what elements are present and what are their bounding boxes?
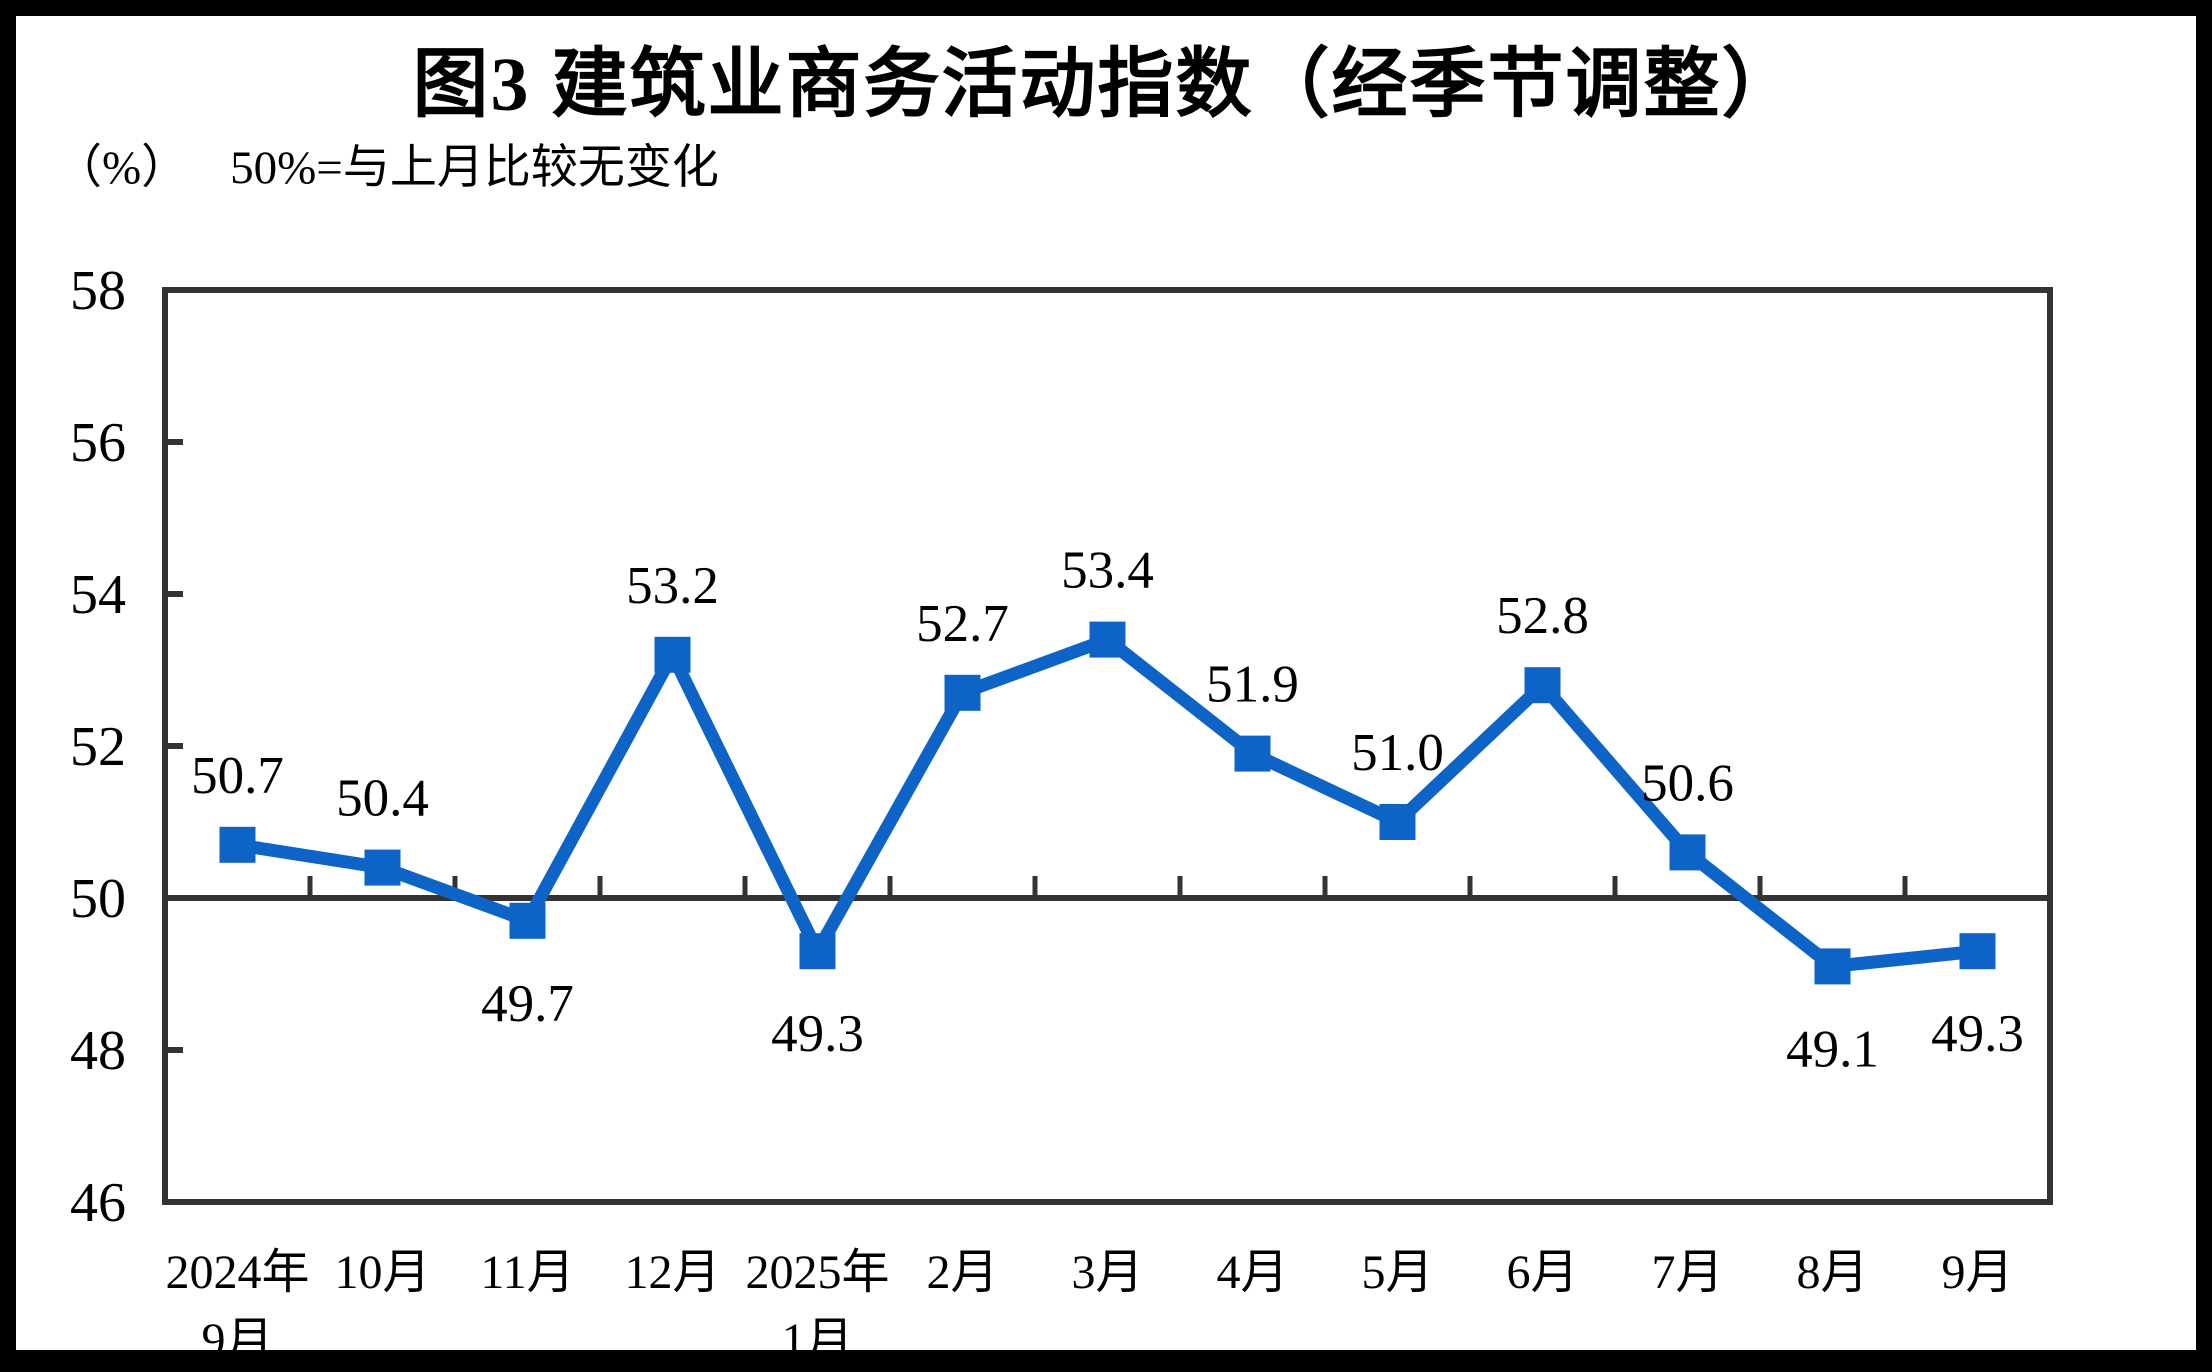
data-label: 50.7 bbox=[191, 747, 284, 805]
data-point-marker bbox=[944, 674, 981, 711]
plot-border bbox=[162, 287, 2053, 1205]
x-tick-label: 5月 bbox=[1361, 1246, 1433, 1299]
chart-title: 图3 建筑业商务活动指数（经季节调整） bbox=[412, 43, 1800, 127]
data-label: 52.8 bbox=[1496, 587, 1589, 645]
data-point-marker bbox=[1959, 933, 1996, 970]
x-tick-label: 7月 bbox=[1651, 1246, 1723, 1299]
data-label: 51.9 bbox=[1206, 656, 1299, 714]
x-tick-label: 12月 bbox=[624, 1246, 720, 1299]
y-tick-label: 46 bbox=[70, 1172, 126, 1234]
x-tick-label: 2025年 bbox=[745, 1246, 889, 1299]
data-point-marker bbox=[799, 933, 836, 970]
x-tick-label-line2: 9月 bbox=[201, 1314, 273, 1367]
x-tick-label: 6月 bbox=[1506, 1246, 1578, 1299]
data-point-marker bbox=[1669, 834, 1706, 871]
x-tick-label: 2月 bbox=[926, 1246, 998, 1299]
reference-note: 50%=与上月比较无变化 bbox=[230, 142, 719, 194]
y-tick-label: 48 bbox=[70, 1020, 126, 1082]
x-tick-label: 8月 bbox=[1796, 1246, 1868, 1299]
data-label: 53.2 bbox=[626, 557, 719, 615]
x-tick-label: 9月 bbox=[1941, 1246, 2013, 1299]
x-tick-label: 11月 bbox=[480, 1246, 574, 1299]
y-tick-label: 54 bbox=[70, 564, 126, 626]
data-point-marker bbox=[364, 849, 401, 886]
data-point-marker bbox=[654, 636, 691, 673]
data-point-marker bbox=[219, 826, 256, 863]
y-tick-label: 52 bbox=[70, 716, 126, 778]
data-label: 51.0 bbox=[1351, 724, 1444, 782]
data-point-marker bbox=[1814, 948, 1851, 985]
data-label: 49.7 bbox=[481, 975, 574, 1033]
y-tick-label: 56 bbox=[70, 412, 126, 474]
data-label: 50.6 bbox=[1641, 754, 1734, 812]
y-tick-label: 50 bbox=[70, 868, 126, 930]
x-tick-label: 10月 bbox=[334, 1246, 430, 1299]
data-label: 49.3 bbox=[1931, 1005, 2024, 1063]
y-tick-label: 58 bbox=[70, 260, 126, 322]
data-point-marker bbox=[1234, 735, 1271, 772]
data-label: 53.4 bbox=[1061, 542, 1154, 600]
x-tick-label: 2024年 bbox=[165, 1246, 309, 1299]
data-point-marker bbox=[509, 902, 546, 939]
x-tick-label: 4月 bbox=[1216, 1246, 1288, 1299]
data-point-marker bbox=[1089, 621, 1126, 658]
axis-note: （%） 50%=与上月比较无变化 bbox=[55, 128, 719, 197]
data-label: 50.4 bbox=[336, 770, 429, 828]
data-point-marker bbox=[1379, 804, 1416, 840]
x-tick-label-line2: 1月 bbox=[781, 1314, 853, 1367]
data-label: 49.1 bbox=[1786, 1020, 1879, 1078]
y-axis-unit-label: （%） bbox=[55, 142, 189, 194]
x-tick-label: 3月 bbox=[1071, 1246, 1143, 1299]
data-label: 52.7 bbox=[916, 595, 1009, 653]
data-point-marker bbox=[1524, 667, 1561, 704]
data-label: 49.3 bbox=[771, 1005, 864, 1063]
